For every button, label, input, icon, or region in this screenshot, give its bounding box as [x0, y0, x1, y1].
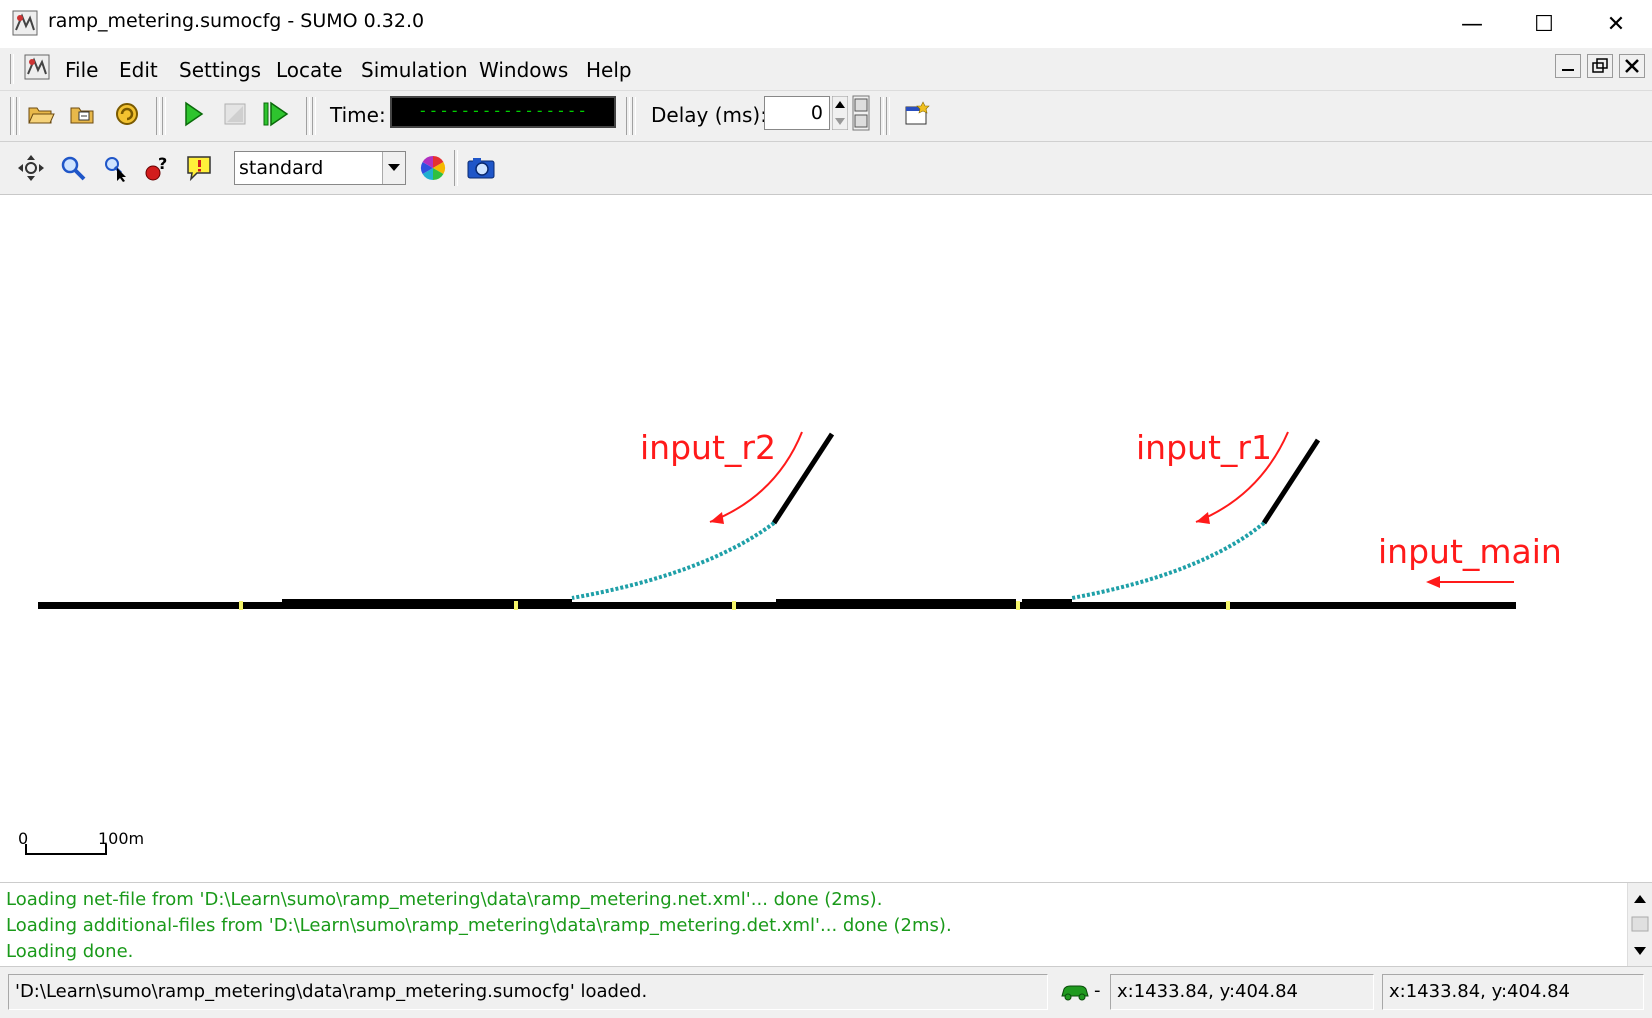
view-toolbar: ? standard — [0, 142, 1652, 195]
coordinates-geo: x:1433.84, y:404.84 — [1382, 974, 1644, 1010]
log-line: Loading additional-files from 'D:\Learn\… — [6, 915, 952, 936]
menu-locate[interactable]: Locate — [276, 58, 343, 82]
car-icon — [1061, 985, 1089, 1001]
toolbar-separator — [156, 97, 160, 135]
detector-marker — [1016, 601, 1020, 610]
time-display: ---------------- — [390, 96, 616, 128]
arrowhead-icon — [710, 512, 724, 524]
recenter-view-icon[interactable] — [14, 151, 48, 185]
reload-icon[interactable] — [110, 97, 144, 131]
ramp-r1-curve — [1071, 521, 1266, 600]
message-log[interactable]: Loading net-file from 'D:\Learn\sumo\ram… — [0, 882, 1652, 967]
color-scheme-select[interactable]: standard — [234, 151, 406, 185]
arrow-input-r2 — [709, 431, 803, 523]
toolbar-separator — [880, 97, 884, 135]
time-label: Time: — [330, 103, 386, 127]
open-file-icon[interactable] — [24, 97, 58, 131]
close-button[interactable]: ✕ — [1606, 11, 1626, 37]
vehicle-count: - — [1094, 980, 1101, 1001]
query-icon[interactable]: ? — [140, 151, 174, 185]
log-line: Loading done. — [6, 941, 134, 962]
road-lane-segment — [522, 599, 572, 604]
screenshot-camera-icon[interactable] — [464, 151, 498, 185]
maximize-button[interactable]: ☐ — [1534, 11, 1554, 37]
new-view-icon[interactable] — [900, 97, 934, 131]
arrow-input-r1 — [1195, 431, 1289, 523]
step-simulation-icon[interactable] — [258, 97, 292, 131]
arrowhead-icon — [1196, 512, 1210, 524]
toolbar-separator — [626, 97, 630, 135]
mdi-minimize-button[interactable] — [1555, 54, 1581, 78]
menu-edit[interactable]: Edit — [119, 58, 158, 82]
log-line: Loading net-file from 'D:\Learn\sumo\ram… — [6, 889, 883, 910]
arrowhead-icon — [1426, 576, 1440, 588]
run-simulation-icon[interactable] — [176, 97, 210, 131]
scale-bar-end: 100m — [98, 829, 145, 848]
chevron-down-icon[interactable] — [382, 152, 405, 184]
coordinates-network: x:1433.84, y:404.84 — [1110, 974, 1374, 1010]
menu-file[interactable]: File — [65, 58, 99, 82]
annotation-input-r2: input_r2 — [640, 428, 776, 467]
ramp-r1-upper — [1261, 438, 1321, 525]
scale-bar-start: 0 — [18, 829, 29, 848]
toolbar-grip[interactable] — [10, 54, 14, 84]
color-scheme-value: standard — [239, 157, 324, 179]
detector-marker — [239, 601, 243, 610]
edit-coloring-icon[interactable] — [416, 151, 450, 185]
delay-input[interactable]: 0 — [764, 96, 830, 130]
log-scrollbar[interactable] — [1627, 883, 1652, 967]
delay-spinner[interactable] — [831, 95, 849, 131]
title-bar: ramp_metering.sumocfg - SUMO 0.32.0 — ☐ … — [0, 0, 1652, 48]
detector-marker — [1226, 601, 1230, 610]
toolbar-grip — [16, 97, 20, 135]
detector-marker — [732, 601, 736, 610]
toolbar-grip[interactable] — [10, 97, 14, 135]
main-road — [38, 602, 1516, 609]
svg-text:?: ? — [158, 154, 167, 173]
annotation-input-main: input_main — [1378, 532, 1562, 571]
vehicle-counter: - — [1056, 976, 1104, 1008]
window-title: ramp_metering.sumocfg - SUMO 0.32.0 — [48, 10, 425, 32]
menu-settings[interactable]: Settings — [179, 58, 262, 82]
delay-label: Delay (ms): — [651, 103, 767, 127]
toolbar-separator — [312, 97, 316, 135]
status-message: 'D:\Learn\sumo\ramp_metering\data\ramp_m… — [8, 974, 1048, 1010]
ramp-r2-curve — [571, 521, 776, 600]
open-network-icon[interactable] — [66, 97, 100, 131]
mdi-close-button[interactable] — [1619, 54, 1645, 78]
ramp-r2-upper — [771, 432, 835, 525]
road-lane-segment — [1022, 599, 1072, 604]
annotation-input-r1: input_r1 — [1136, 428, 1272, 467]
minimize-button[interactable]: — — [1461, 11, 1483, 37]
menu-bar: File Edit Settings Locate Simulation Win… — [0, 48, 1652, 91]
sumo-app-icon — [12, 10, 38, 36]
stop-simulation-icon[interactable] — [218, 97, 252, 131]
tooltip-icon[interactable] — [182, 151, 216, 185]
mdi-restore-button[interactable] — [1587, 54, 1613, 78]
delay-slider[interactable] — [852, 95, 870, 131]
toolbar-separator — [306, 97, 310, 135]
road-lane-segment — [776, 599, 1016, 604]
toolbar-separator — [162, 97, 166, 135]
status-bar: 'D:\Learn\sumo\ramp_metering\data\ramp_m… — [0, 966, 1652, 1018]
road-lane-segment — [282, 599, 522, 604]
menu-help[interactable]: Help — [586, 58, 632, 82]
toolbar-separator — [886, 97, 890, 135]
network-view-canvas[interactable] — [6, 196, 1644, 874]
scale-bar — [25, 844, 107, 855]
zoom-icon[interactable] — [56, 151, 90, 185]
locate-icon[interactable] — [98, 151, 132, 185]
simulation-toolbar: Time: ---------------- Delay (ms): 0 — [0, 91, 1652, 142]
menu-simulation[interactable]: Simulation — [361, 58, 468, 82]
toolbar-separator — [454, 150, 458, 186]
menu-windows[interactable]: Windows — [479, 58, 569, 82]
network-drawing — [25, 431, 1516, 855]
toolbar-separator — [632, 97, 636, 135]
sumo-menu-icon[interactable] — [24, 54, 50, 80]
detector-marker — [514, 601, 518, 610]
